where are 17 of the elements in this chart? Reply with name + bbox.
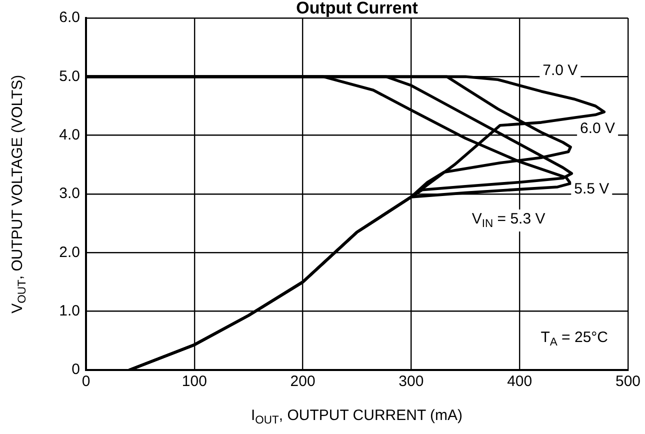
y-tick-label: 1.0 — [59, 302, 80, 320]
x-tick-label: 200 — [290, 373, 316, 390]
x-tick-label: 400 — [507, 373, 532, 390]
y-tick-label: 6.0 — [59, 9, 80, 26]
y-tick-label: 3.0 — [59, 185, 80, 202]
series-label: 5.5 V — [574, 180, 610, 198]
y-tick-label: 2.0 — [59, 244, 80, 261]
x-tick-label: 300 — [398, 373, 424, 390]
chart-title: Output Current — [296, 0, 418, 18]
y-tick-label: 4.0 — [59, 126, 80, 144]
y-tick-label: 5.0 — [59, 68, 80, 85]
series-label: 7.0 V — [542, 62, 578, 80]
y-tick-label: 0 — [72, 361, 80, 378]
y-axis-title: VOUT, OUTPUT VOLTAGE (VOLTS) — [9, 74, 29, 314]
x-tick-label: 500 — [615, 373, 641, 390]
series-label: 6.0 V — [580, 120, 616, 138]
x-tick-label: 100 — [182, 373, 207, 390]
